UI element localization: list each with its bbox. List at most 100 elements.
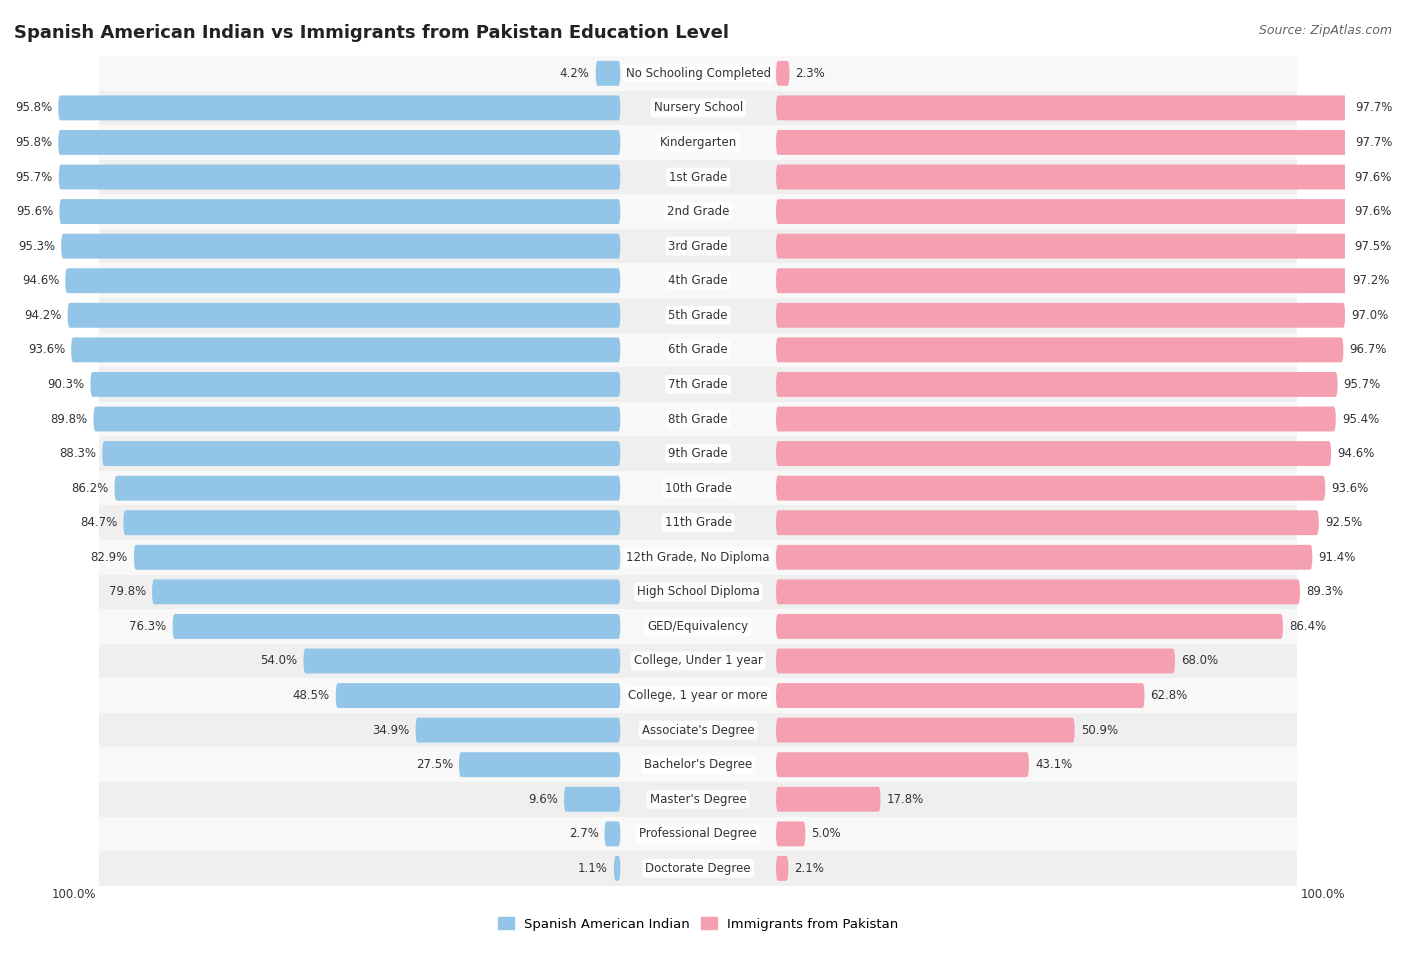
- Text: 89.8%: 89.8%: [51, 412, 87, 425]
- Text: Kindergarten: Kindergarten: [659, 136, 737, 149]
- FancyBboxPatch shape: [416, 718, 620, 743]
- FancyBboxPatch shape: [72, 337, 620, 363]
- Text: 9th Grade: 9th Grade: [668, 448, 728, 460]
- Bar: [100, 782, 1296, 816]
- Text: 1st Grade: 1st Grade: [669, 171, 727, 183]
- Bar: [100, 748, 1296, 782]
- Bar: [100, 574, 1296, 609]
- Text: 93.6%: 93.6%: [1331, 482, 1368, 494]
- Bar: [100, 505, 1296, 540]
- Text: 79.8%: 79.8%: [108, 585, 146, 599]
- FancyBboxPatch shape: [776, 234, 1348, 258]
- FancyBboxPatch shape: [776, 199, 1348, 224]
- Text: 95.6%: 95.6%: [15, 205, 53, 218]
- FancyBboxPatch shape: [58, 130, 620, 155]
- Bar: [100, 125, 1296, 160]
- Bar: [100, 332, 1296, 368]
- Bar: [100, 713, 1296, 748]
- Text: 8th Grade: 8th Grade: [668, 412, 728, 425]
- FancyBboxPatch shape: [776, 614, 1284, 639]
- FancyBboxPatch shape: [103, 441, 620, 466]
- Text: Doctorate Degree: Doctorate Degree: [645, 862, 751, 875]
- FancyBboxPatch shape: [776, 856, 789, 880]
- Bar: [100, 194, 1296, 229]
- Text: 4.2%: 4.2%: [560, 67, 589, 80]
- Text: No Schooling Completed: No Schooling Completed: [626, 67, 770, 80]
- Text: 5th Grade: 5th Grade: [668, 309, 728, 322]
- Text: 97.7%: 97.7%: [1355, 136, 1393, 149]
- Text: College, Under 1 year: College, Under 1 year: [634, 654, 762, 668]
- Bar: [100, 644, 1296, 679]
- Text: Associate's Degree: Associate's Degree: [643, 723, 755, 737]
- Text: 54.0%: 54.0%: [260, 654, 298, 668]
- Text: 50.9%: 50.9%: [1081, 723, 1118, 737]
- Text: 11th Grade: 11th Grade: [665, 516, 731, 529]
- Text: 5.0%: 5.0%: [811, 828, 841, 840]
- FancyBboxPatch shape: [173, 614, 620, 639]
- Text: 100.0%: 100.0%: [1301, 888, 1344, 901]
- Text: Professional Degree: Professional Degree: [640, 828, 756, 840]
- FancyBboxPatch shape: [776, 303, 1346, 328]
- Text: 82.9%: 82.9%: [90, 551, 128, 564]
- FancyBboxPatch shape: [605, 821, 620, 846]
- FancyBboxPatch shape: [304, 648, 620, 674]
- Text: 86.2%: 86.2%: [72, 482, 108, 494]
- Text: 97.5%: 97.5%: [1354, 240, 1392, 253]
- Text: 89.3%: 89.3%: [1306, 585, 1343, 599]
- Bar: [100, 56, 1296, 91]
- Text: 96.7%: 96.7%: [1350, 343, 1386, 357]
- FancyBboxPatch shape: [65, 268, 620, 293]
- Text: 2nd Grade: 2nd Grade: [666, 205, 730, 218]
- FancyBboxPatch shape: [776, 60, 790, 86]
- FancyBboxPatch shape: [776, 821, 806, 846]
- FancyBboxPatch shape: [776, 268, 1347, 293]
- FancyBboxPatch shape: [776, 476, 1326, 500]
- Text: Bachelor's Degree: Bachelor's Degree: [644, 759, 752, 771]
- Text: 84.7%: 84.7%: [80, 516, 117, 529]
- Text: 88.3%: 88.3%: [59, 448, 96, 460]
- Text: 97.7%: 97.7%: [1355, 101, 1393, 114]
- Text: Master's Degree: Master's Degree: [650, 793, 747, 805]
- Text: 3rd Grade: 3rd Grade: [668, 240, 728, 253]
- FancyBboxPatch shape: [776, 130, 1350, 155]
- Bar: [100, 851, 1296, 885]
- FancyBboxPatch shape: [614, 856, 620, 880]
- Bar: [100, 471, 1296, 505]
- FancyBboxPatch shape: [458, 753, 620, 777]
- Text: 97.2%: 97.2%: [1353, 274, 1389, 288]
- FancyBboxPatch shape: [776, 372, 1337, 397]
- FancyBboxPatch shape: [776, 648, 1175, 674]
- FancyBboxPatch shape: [67, 303, 620, 328]
- Text: 95.4%: 95.4%: [1341, 412, 1379, 425]
- FancyBboxPatch shape: [564, 787, 620, 812]
- Text: Source: ZipAtlas.com: Source: ZipAtlas.com: [1258, 24, 1392, 37]
- FancyBboxPatch shape: [336, 683, 620, 708]
- FancyBboxPatch shape: [90, 372, 620, 397]
- Bar: [100, 816, 1296, 851]
- Text: 92.5%: 92.5%: [1324, 516, 1362, 529]
- Text: 76.3%: 76.3%: [129, 620, 167, 633]
- Text: 2.7%: 2.7%: [568, 828, 599, 840]
- FancyBboxPatch shape: [776, 96, 1350, 120]
- Text: 34.9%: 34.9%: [373, 723, 409, 737]
- Text: 91.4%: 91.4%: [1319, 551, 1355, 564]
- Text: 2.3%: 2.3%: [796, 67, 825, 80]
- Bar: [100, 402, 1296, 436]
- Text: Spanish American Indian vs Immigrants from Pakistan Education Level: Spanish American Indian vs Immigrants fr…: [14, 24, 730, 42]
- Text: 94.2%: 94.2%: [24, 309, 62, 322]
- Text: 68.0%: 68.0%: [1181, 654, 1218, 668]
- FancyBboxPatch shape: [776, 407, 1336, 432]
- FancyBboxPatch shape: [58, 96, 620, 120]
- FancyBboxPatch shape: [59, 165, 620, 189]
- Text: College, 1 year or more: College, 1 year or more: [628, 689, 768, 702]
- Text: 1.1%: 1.1%: [578, 862, 607, 875]
- Bar: [100, 436, 1296, 471]
- FancyBboxPatch shape: [124, 510, 620, 535]
- Text: 100.0%: 100.0%: [52, 888, 96, 901]
- Legend: Spanish American Indian, Immigrants from Pakistan: Spanish American Indian, Immigrants from…: [492, 912, 904, 936]
- Text: 94.6%: 94.6%: [1337, 448, 1375, 460]
- Text: 97.0%: 97.0%: [1351, 309, 1388, 322]
- FancyBboxPatch shape: [776, 441, 1331, 466]
- Text: 93.6%: 93.6%: [28, 343, 65, 357]
- Text: 2.1%: 2.1%: [794, 862, 824, 875]
